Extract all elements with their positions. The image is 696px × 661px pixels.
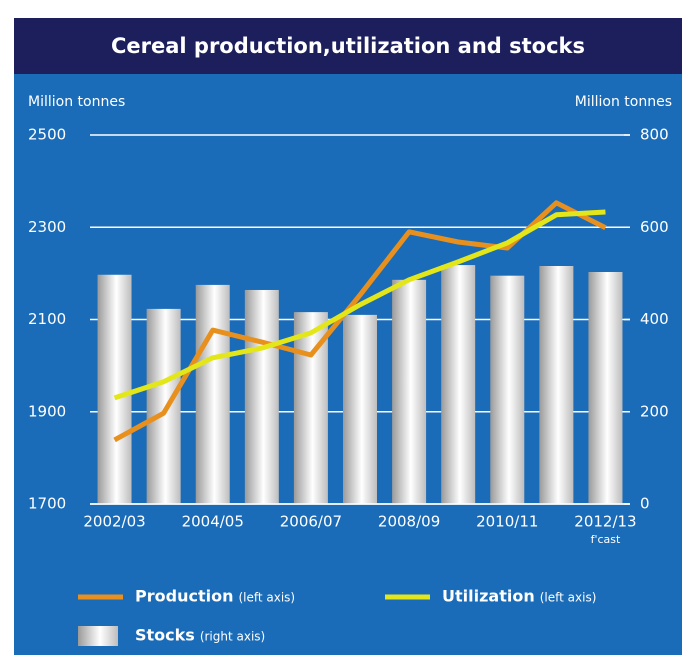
y2-tick-label: 0 — [640, 495, 650, 513]
y2-tick-label: 600 — [640, 218, 669, 236]
bar — [343, 314, 377, 504]
x-tick-label: 2006/07 — [280, 513, 342, 531]
x-tick-label: 2010/11 — [476, 513, 538, 531]
y-tick-label: 1900 — [28, 402, 66, 420]
bar — [97, 274, 132, 504]
x-tick-label: 2012/13 — [574, 513, 636, 531]
bar — [588, 271, 623, 504]
y-tick-label: 2300 — [28, 218, 66, 236]
x-tick-label: 2004/05 — [182, 513, 244, 531]
bar — [539, 265, 574, 504]
x-tick-label: 2008/09 — [378, 513, 440, 531]
title-band — [14, 18, 682, 74]
y-tick-label: 1700 — [28, 495, 66, 513]
legend-swatch — [78, 626, 118, 646]
bar — [244, 289, 279, 504]
bar — [195, 284, 230, 504]
legend-label: Utilization — [442, 587, 535, 606]
annotation: f'cast — [591, 533, 621, 546]
legend-label: Production — [135, 587, 233, 606]
legend-label: Stocks — [135, 626, 195, 645]
bar — [392, 279, 427, 504]
legend-note: (left axis) — [540, 591, 597, 605]
line — [113, 209, 606, 401]
y-tick-label: 2100 — [28, 310, 66, 328]
x-tick-label: 2002/03 — [83, 513, 145, 531]
bar — [490, 275, 525, 504]
y2-tick-label: 400 — [640, 310, 669, 328]
chart-title: Cereal production,utilization and stocks — [111, 34, 585, 58]
y2-tick-label: 800 — [640, 126, 669, 144]
y-tick-label: 2500 — [28, 126, 66, 144]
y-axis-label: Million tonnes — [28, 94, 125, 110]
legend-note: (right axis) — [200, 630, 265, 644]
bar — [441, 265, 476, 504]
bar — [146, 308, 181, 504]
y2-tick-label: 200 — [640, 402, 669, 420]
legend-note: (left axis) — [238, 591, 295, 605]
y2-axis-label: Million tonnes — [575, 94, 672, 110]
